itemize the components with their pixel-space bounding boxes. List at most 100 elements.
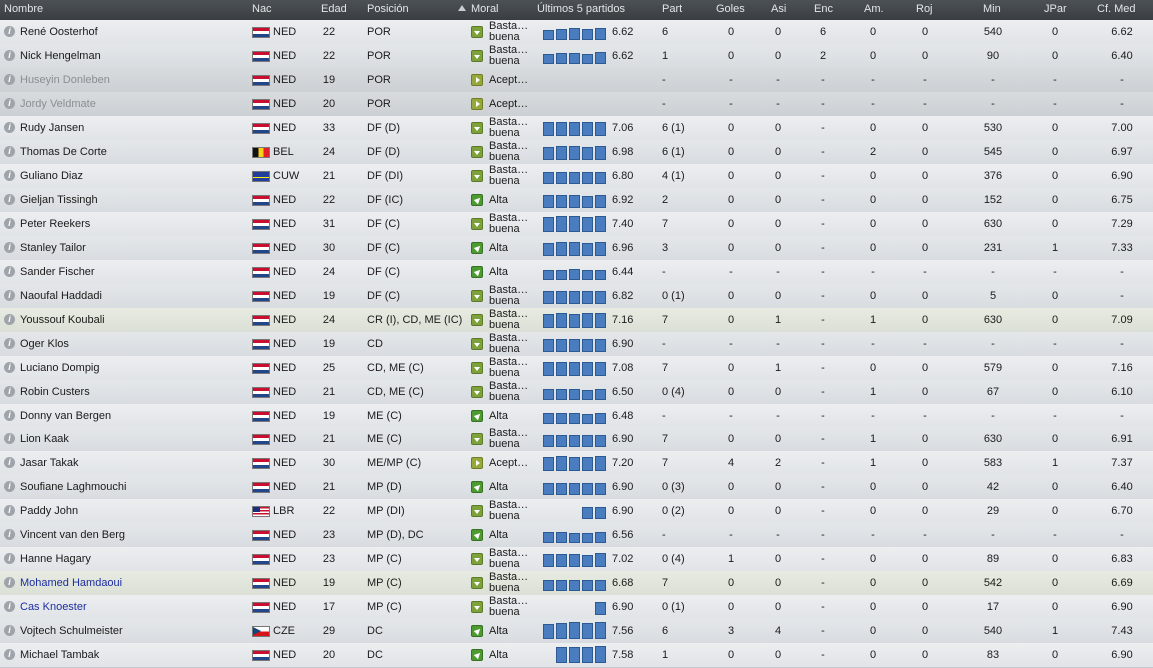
player-name[interactable]: Cas Knoester (20, 601, 87, 614)
player-name[interactable]: Donny van Bergen (20, 409, 112, 422)
player-name[interactable]: René Oosterhof (20, 26, 98, 38)
table-row[interactable]: i René Oosterhof NED 22 POR Basta… buena 6.62 6… (0, 20, 1153, 45)
table-row[interactable]: i Jasar Takak NED 30 ME/MP (C) Acept… 7.20 7 4 2 -… (0, 451, 1153, 477)
table-row[interactable]: i Rudy Jansen NED 33 DF (D) Basta… buena 7.06 6… (0, 115, 1153, 141)
table-row[interactable]: i Luciano Dompig NED 25 CD, ME (C) Basta… bue… (0, 355, 1153, 381)
info-icon[interactable]: i (4, 625, 15, 637)
table-row[interactable]: i Naoufal Haddadi NED 19 DF (C) Basta… buena 6… (0, 283, 1153, 309)
info-icon[interactable]: i (4, 289, 15, 301)
col-header-cfmed[interactable]: Cf. Med (1097, 3, 1136, 15)
player-name[interactable]: Mohamed Hamdaoui (20, 577, 123, 590)
info-icon[interactable]: i (4, 433, 15, 445)
info-icon[interactable]: i (4, 649, 15, 661)
table-row[interactable]: i Sander Fischer NED 24 DF (C) Alta 6.44 - - - - - -… (0, 259, 1153, 285)
info-icon[interactable]: i (4, 601, 15, 613)
table-row[interactable]: i Gieljan Tissingh NED 22 DF (IC) Alta 6.92 2 0 0… (0, 187, 1153, 213)
col-header-goles[interactable]: Goles (716, 3, 745, 15)
player-name[interactable]: Thomas De Corte (20, 145, 107, 158)
info-icon[interactable]: i (4, 217, 15, 229)
table-row[interactable]: i Donny van Bergen NED 19 ME (C) Alta 6.48 - - - -… (0, 403, 1153, 429)
table-row[interactable]: i Cas Knoester NED 17 MP (C) Basta… buena 6.90… (0, 595, 1153, 621)
info-icon[interactable]: i (4, 409, 15, 421)
info-icon[interactable]: i (4, 73, 15, 85)
table-row[interactable]: i Jordy Veldmate NED 20 POR Acept… - - - - - - - - - (0, 91, 1153, 117)
col-header-moral[interactable]: Moral (471, 3, 499, 15)
table-row[interactable]: i Mohamed Hamdaoui NED 19 MP (C) Basta… buena… (0, 571, 1153, 597)
player-name[interactable]: Rudy Jansen (20, 121, 85, 134)
table-row[interactable]: i Michael Tambak NED 20 DC Alta 7.58 1 0 0 - 0 0 83 0 6… (0, 643, 1153, 668)
col-header-jpar[interactable]: JPar (1044, 3, 1067, 15)
table-row[interactable]: i Lion Kaak NED 21 ME (C) Basta… buena 6.90 7 0 0… (0, 427, 1153, 453)
info-icon[interactable]: i (4, 481, 15, 493)
player-name[interactable]: Peter Reekers (20, 217, 91, 230)
player-name[interactable]: Jordy Veldmate (20, 97, 96, 110)
player-name[interactable]: Gieljan Tissingh (20, 193, 98, 206)
table-row[interactable]: i Youssouf Koubali NED 24 CR (I), CD, ME (IC… (0, 307, 1153, 333)
info-icon[interactable]: i (4, 577, 15, 589)
info-icon[interactable]: i (4, 97, 15, 109)
form-bar (543, 389, 554, 400)
info-icon[interactable]: i (4, 193, 15, 205)
col-header-am[interactable]: Am. (864, 3, 884, 15)
info-icon[interactable]: i (4, 361, 15, 373)
col-header-nac[interactable]: Nac (252, 3, 272, 15)
info-icon[interactable]: i (4, 385, 15, 397)
info-icon[interactable]: i (4, 169, 15, 181)
player-name[interactable]: Naoufal Haddadi (20, 289, 102, 302)
table-row[interactable]: i Nick Hengelman NED 22 POR Basta… buena 6.62 1… (0, 43, 1153, 69)
player-name[interactable]: Oger Klos (20, 337, 69, 350)
info-icon[interactable]: i (4, 457, 15, 469)
info-icon[interactable]: i (4, 313, 15, 325)
info-icon[interactable]: i (4, 505, 15, 517)
player-name[interactable]: Youssouf Koubali (20, 313, 105, 326)
table-row[interactable]: i Peter Reekers NED 31 DF (C) Basta… buena 7.4… (0, 211, 1153, 237)
player-name[interactable]: Guliano Diaz (20, 169, 83, 182)
flag-icon (252, 602, 270, 614)
player-name[interactable]: Robin Custers (20, 385, 90, 398)
player-name[interactable]: Sander Fischer (20, 265, 95, 278)
player-name[interactable]: Hanne Hagary (20, 553, 91, 566)
minutes: - (991, 73, 995, 86)
info-icon[interactable]: i (4, 529, 15, 541)
player-name[interactable]: Vojtech Schulmeister (20, 625, 123, 638)
col-header-enc[interactable]: Enc (814, 3, 833, 15)
player-name[interactable]: Vincent van den Berg (20, 529, 125, 542)
info-icon[interactable]: i (4, 553, 15, 565)
table-row[interactable]: i Huseyin Donleben NED 19 POR Acept… - - - - - - - - - (0, 67, 1153, 93)
table-row[interactable]: i Thomas De Corte BEL 24 DF (D) Basta… buena 6… (0, 139, 1153, 165)
table-row[interactable]: i Oger Klos NED 19 CD Basta… buena 6.90 - - - - - - -… (0, 331, 1153, 357)
player-name[interactable]: Lion Kaak (20, 433, 69, 446)
table-row[interactable]: i Stanley Tailor NED 30 DF (C) Alta 6.96 3 0 0-0 0… (0, 235, 1153, 261)
player-name[interactable]: Paddy John (20, 505, 79, 518)
player-name[interactable]: Michael Tambak (20, 649, 100, 662)
player-name[interactable]: Luciano Dompig (20, 361, 100, 374)
table-row[interactable]: i Robin Custers NED 21 CD, ME (C) Basta… buen… (0, 379, 1153, 405)
col-header-ultimos5[interactable]: Últimos 5 partidos (537, 3, 626, 15)
table-row[interactable]: i Soufiane Laghmouchi NED 21 MP (D) Alta 6.90 0… (0, 475, 1153, 501)
info-icon[interactable]: i (4, 265, 15, 277)
info-icon[interactable]: i (4, 145, 15, 157)
col-header-posicion[interactable]: Posición (367, 3, 409, 15)
table-row[interactable]: i Hanne Hagary NED 23 MP (C) Basta… buena 7.02… (0, 547, 1153, 573)
player-name[interactable]: Soufiane Laghmouchi (20, 481, 127, 494)
info-icon[interactable]: i (4, 121, 15, 133)
table-row[interactable]: i Guliano Diaz CUW 21 DF (DI) Basta… buena 6.8… (0, 163, 1153, 189)
col-header-part[interactable]: Part (662, 3, 683, 15)
col-header-asi[interactable]: Asi (771, 3, 787, 15)
info-icon[interactable]: i (4, 26, 15, 37)
info-icon[interactable]: i (4, 49, 15, 61)
table-row[interactable]: i Vojtech Schulmeister CZE 29 DC Alta 7.56 6 3 4 -… (0, 619, 1153, 645)
col-header-edad[interactable]: Edad (321, 3, 347, 15)
info-icon[interactable]: i (4, 241, 15, 253)
table-row[interactable]: i Vincent van den Berg NED 23 MP (D), DC Alta… (0, 523, 1153, 549)
player-name[interactable]: Jasar Takak (20, 457, 79, 470)
minutes: 530 (983, 121, 1003, 134)
player-name[interactable]: Huseyin Donleben (20, 73, 110, 86)
col-header-roj[interactable]: Roj (916, 3, 933, 15)
player-name[interactable]: Stanley Tailor (20, 241, 86, 254)
player-name[interactable]: Nick Hengelman (20, 49, 101, 62)
col-header-nombre[interactable]: Nombre (4, 3, 44, 15)
table-row[interactable]: i Paddy John LBR 22 MP (DI) Basta… buena 6.90 0… (0, 499, 1153, 525)
info-icon[interactable]: i (4, 337, 15, 349)
col-header-min[interactable]: Min (983, 3, 1001, 15)
